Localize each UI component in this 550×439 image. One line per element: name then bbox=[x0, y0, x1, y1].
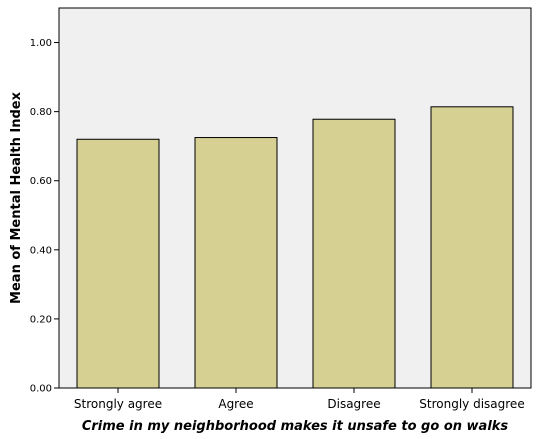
y-tick-label-4: 0.80 bbox=[30, 107, 52, 118]
bar-0 bbox=[76, 138, 160, 389]
y-tick-label-3: 0.60 bbox=[30, 176, 52, 187]
x-tick-label-1: Agree bbox=[218, 397, 253, 411]
y-tick-label-5: 1.00 bbox=[30, 38, 52, 49]
bar-2 bbox=[312, 118, 396, 389]
y-tick-label-0: 0.00 bbox=[30, 384, 52, 395]
bars-group bbox=[76, 106, 514, 389]
x-axis-ticks: Strongly agree Agree Disagree Strongly disa… bbox=[74, 388, 525, 411]
x-tick-label-2: Disagree bbox=[327, 397, 380, 411]
x-tick-label-0: Strongly agree bbox=[74, 397, 162, 411]
y-tick-label-1: 0.20 bbox=[30, 314, 52, 325]
y-axis-title: Mean of Mental Health Index bbox=[9, 91, 24, 304]
y-tick-label-2: 0.40 bbox=[30, 245, 52, 256]
x-axis-title: Crime in my neighborhood makes it unsafe… bbox=[82, 419, 509, 434]
bar-3 bbox=[430, 106, 514, 389]
bar-1 bbox=[194, 137, 278, 389]
y-axis-ticks: 0.00 0.20 0.40 0.60 0.80 1.00 bbox=[30, 38, 59, 395]
x-tick-label-3: Strongly disagree bbox=[419, 397, 524, 411]
